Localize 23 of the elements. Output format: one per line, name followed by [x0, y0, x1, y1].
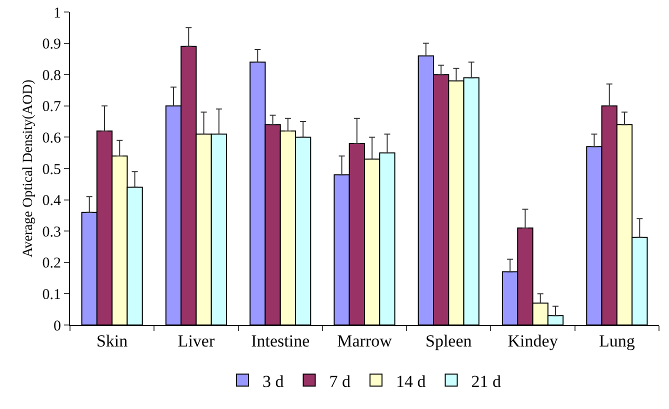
y-tick-label: 0.3 [42, 224, 61, 240]
y-tick-label: 0.6 [42, 130, 62, 146]
y-tick-label: 0.7 [42, 99, 62, 116]
x-tick-label: Intestine [251, 331, 310, 350]
x-tick-label: Lung [598, 331, 636, 350]
y-tick-label: 1 [54, 5, 61, 22]
legend-label: 21 d [471, 372, 502, 391]
x-tick-label: Spleen [426, 331, 472, 350]
y-tick-label: 0 [54, 318, 61, 334]
x-tick-label: Marrow [337, 331, 393, 350]
y-tick-label: 0.4 [42, 193, 62, 210]
legend-label: 3 d [262, 372, 284, 391]
legend-label: 14 d [396, 372, 426, 391]
x-tick-label: Kindey [508, 331, 558, 350]
y-tick-label: 0.9 [42, 36, 61, 53]
y-tick-label: 0.8 [42, 68, 61, 84]
legend-label: 7 d [329, 372, 351, 391]
x-tick-label: Skin [96, 331, 128, 350]
y-tick-label: 0.1 [42, 286, 61, 303]
y-axis-title: Average Optical Density(AOD) [21, 79, 36, 258]
y-tick-label: 0.2 [42, 256, 61, 272]
y-tick-label: 0.5 [42, 162, 61, 178]
x-tick-label: Liver [178, 331, 215, 350]
